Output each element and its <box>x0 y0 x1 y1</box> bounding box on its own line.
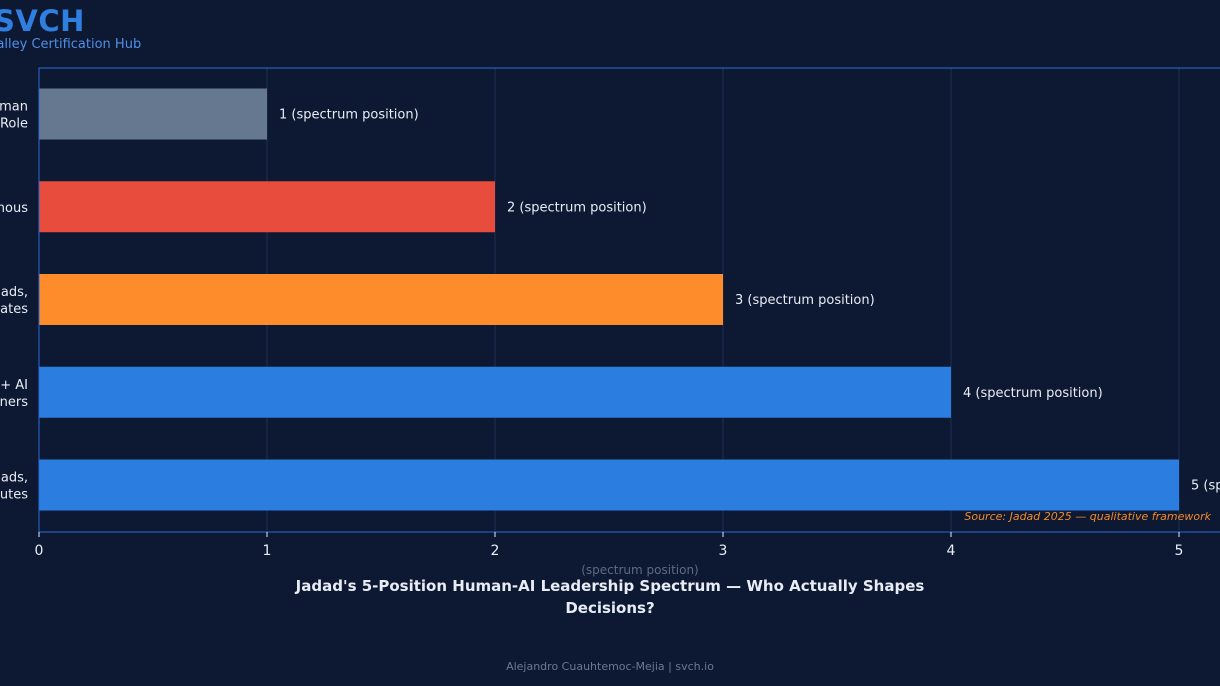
bar-value-label: 5 (spectrum position) <box>1191 479 1220 494</box>
x-axis-label: (spectrum position) <box>581 563 699 577</box>
bar-value-label: 3 (spectrum position) <box>735 293 875 308</box>
y-tick-label: + AI <box>0 378 28 393</box>
footer: Alejandro Cuauhtemoc-Mejia | svch.io <box>0 660 1220 673</box>
y-tick-label: ads, <box>1 285 28 300</box>
bar <box>39 366 951 418</box>
y-tick-label: ates <box>0 302 28 317</box>
chart-title: Jadad's 5-Position Human-AI Leadership S… <box>295 577 925 617</box>
x-tick-label: 0 <box>35 543 44 559</box>
bar <box>39 88 267 140</box>
axes: 0 1 2 3 4 5 man Role nous ads, ates + AI ners ads, ute… <box>0 67 1220 559</box>
x-tick-label: 5 <box>1175 543 1184 559</box>
x-tick-label: 2 <box>491 543 500 559</box>
footer-author: Alejandro Cuauhtemoc-Mejia <box>506 660 665 673</box>
bar <box>39 459 1179 511</box>
y-tick-label: ads, <box>1 471 28 486</box>
bar-value-label: 2 (spectrum position) <box>507 200 647 215</box>
x-tick-label: 4 <box>947 543 956 559</box>
bar <box>39 274 723 325</box>
bar <box>39 181 495 233</box>
source-note: Source: Jadad 2025 — qualitative framewo… <box>964 510 1211 523</box>
plot-frame <box>38 67 1220 533</box>
y-tick-label: ners <box>0 395 28 410</box>
y-tick-label: man <box>0 100 28 115</box>
x-tick-label: 1 <box>263 543 272 559</box>
x-tick-label: 3 <box>719 543 728 559</box>
bar-value-label: 4 (spectrum position) <box>963 386 1103 401</box>
footer-separator: | <box>668 660 672 673</box>
y-tick-label: utes <box>0 488 28 503</box>
bars: 1 (spectrum position) 2 (spectrum positio… <box>39 88 1220 511</box>
y-tick-label: Role <box>0 117 28 132</box>
footer-site: svch.io <box>675 660 714 673</box>
y-tick-label: nous <box>0 201 28 216</box>
bar-value-label: 1 (spectrum position) <box>279 108 419 123</box>
brand-tagline: Silicon Valley Certification Hub <box>0 37 142 52</box>
brand-name: SVCH <box>0 4 85 38</box>
